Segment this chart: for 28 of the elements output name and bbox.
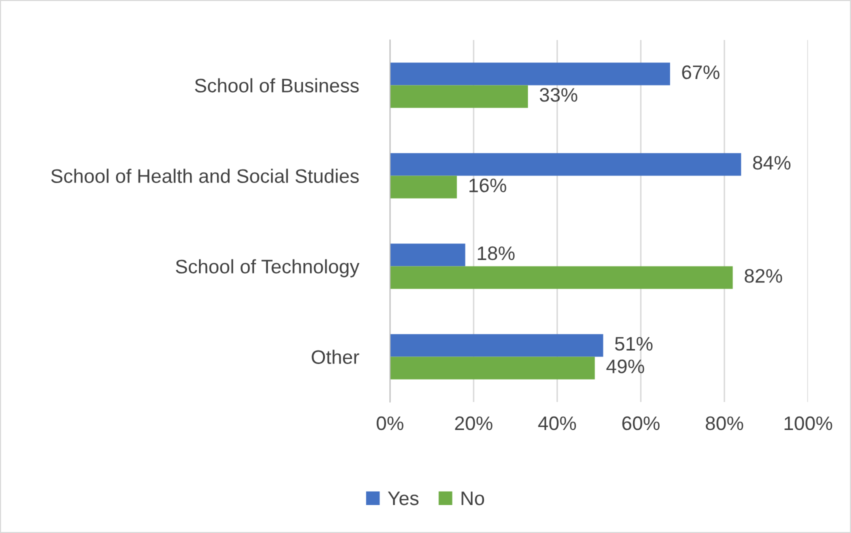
data-label: 49% (606, 360, 644, 374)
y-tick-label: Other (312, 350, 360, 364)
data-label: 67% (682, 65, 720, 80)
bar (390, 244, 466, 266)
y-tick-label: School of Technology (176, 259, 360, 278)
data-label: 84% (753, 156, 790, 170)
bar (390, 334, 604, 357)
x-tick-label: 60% (622, 416, 660, 430)
legend-label: Yes (388, 492, 419, 506)
legend-label: No (462, 492, 484, 506)
y-tick-label: School of Health and Social Studies (51, 168, 359, 183)
bar (390, 85, 528, 108)
x-tick-label: 0% (376, 416, 404, 430)
x-tick-label: 40% (538, 416, 576, 430)
data-label: 82% (744, 269, 782, 283)
data-label: 51% (615, 336, 653, 351)
bar (390, 62, 670, 86)
x-tick-label: 80% (706, 416, 744, 430)
bar (390, 153, 742, 176)
x-tick-label: 20% (455, 416, 492, 430)
data-label: 16% (469, 178, 506, 192)
bar (390, 356, 595, 380)
y-tick-label: School of Business (194, 78, 359, 92)
data-label: 33% (540, 88, 578, 102)
bar (390, 176, 457, 198)
data-label: 18% (478, 246, 515, 260)
bar (390, 266, 733, 289)
x-tick-label: 100% (784, 416, 832, 430)
